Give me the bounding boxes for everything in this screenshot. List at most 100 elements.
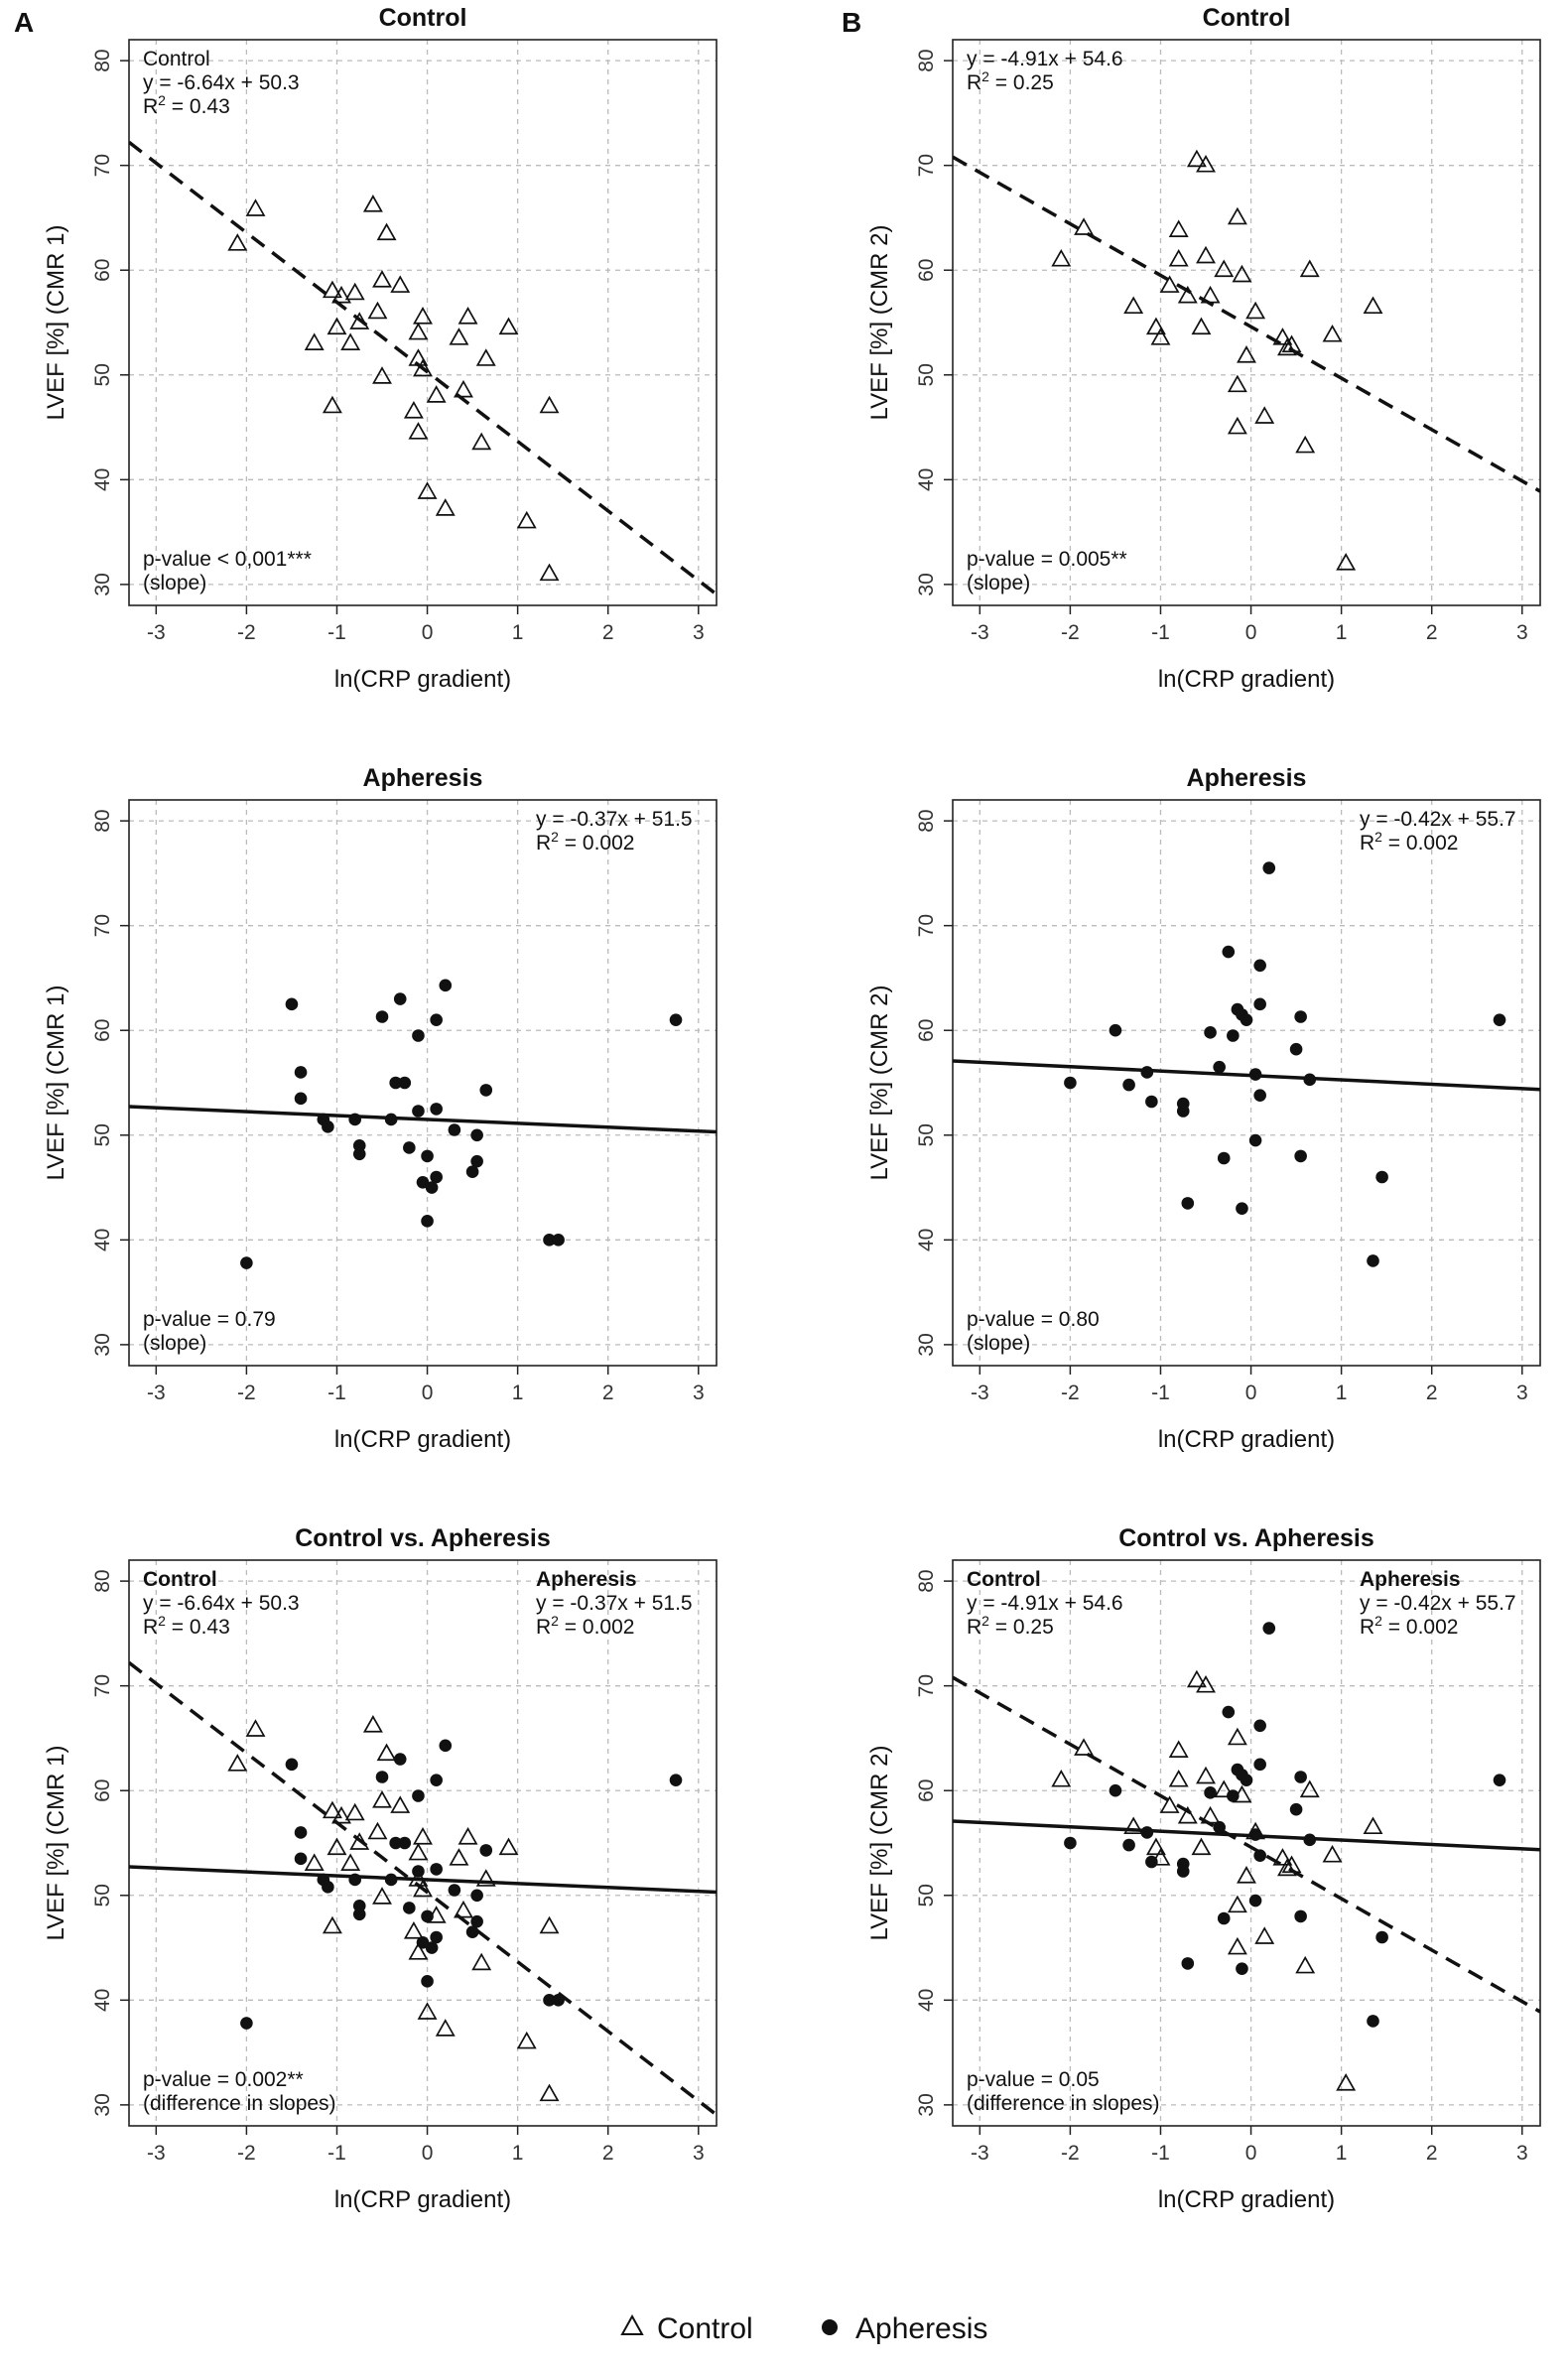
data-point-control	[322, 280, 342, 299]
data-point-apheresis	[1294, 1010, 1307, 1023]
x-tick-label: -2	[1061, 2142, 1080, 2165]
data-point-control	[1336, 553, 1357, 571]
data-point-apheresis	[240, 1256, 253, 1269]
data-point-control	[417, 2002, 438, 2020]
data-point-control	[498, 317, 519, 335]
data-point-control	[1186, 1669, 1207, 1688]
data-point-control	[340, 1853, 361, 1871]
data-point-control	[1281, 334, 1302, 353]
y-axis-label: LVEF [%] (CMR 1)	[43, 1746, 69, 1941]
data-point-control	[408, 322, 429, 340]
x-tick-label: 0	[422, 621, 434, 644]
panel-a2: Apheresis -3 -2 -1 0 1 2 3 30 40 50 60 70 80 ln(CRP gr…	[43, 764, 718, 1453]
annotation-pvalue: p-value = 0.005**	[967, 548, 1127, 571]
data-point-control	[327, 1837, 347, 1856]
data-point-control	[1295, 1955, 1316, 1974]
y-tick-label: 30	[915, 573, 938, 595]
data-point-control	[408, 1942, 429, 1960]
data-point-apheresis	[412, 1789, 425, 1802]
data-point-control	[516, 510, 537, 529]
plot-frame	[128, 1559, 718, 2127]
data-point-apheresis	[1493, 1013, 1506, 1026]
data-point-control	[1196, 1674, 1216, 1693]
y-axis-label: LVEF [%] (CMR 2)	[866, 986, 893, 1181]
y-tick-label: 50	[915, 1123, 938, 1146]
data-point-control	[413, 1879, 433, 1898]
x-tick-label: 2	[602, 621, 614, 644]
annotation-r2: R2 = 0.002	[1360, 829, 1458, 855]
y-tick-label: 40	[915, 1229, 938, 1251]
data-point-control	[1177, 285, 1198, 304]
x-tick-label: 2	[1426, 621, 1438, 644]
x-tick-label: 1	[1336, 621, 1348, 644]
x-tick-label: 2	[1426, 1381, 1438, 1404]
data-point-apheresis	[393, 1753, 407, 1766]
annotation-pvalue: (slope)	[967, 1332, 1030, 1355]
x-tick-label: 1	[512, 2142, 524, 2165]
data-point-apheresis	[439, 979, 453, 992]
annotation-r2: R2 = 0.43	[143, 92, 230, 118]
y-tick-label: 60	[915, 259, 938, 282]
data-point-control	[1336, 2073, 1357, 2091]
x-tick-label: -2	[237, 2142, 256, 2165]
annotation-pvalue: (slope)	[143, 1332, 206, 1355]
y-tick-label: 70	[915, 914, 938, 937]
data-point-control	[327, 317, 347, 335]
data-point-control	[1277, 337, 1297, 356]
annotation-pvalue: p-value = 0.05	[967, 2068, 1100, 2091]
panel-letter-a: A	[14, 7, 34, 38]
data-point-control	[227, 1754, 248, 1772]
data-point-apheresis	[1294, 1771, 1307, 1783]
annotation-pvalue: p-value = 0.79	[143, 1308, 276, 1331]
data-point-control	[1123, 1816, 1144, 1835]
data-point-control	[245, 1719, 266, 1737]
data-point-control	[372, 270, 392, 288]
data-point-control	[413, 306, 433, 325]
data-point-apheresis	[1176, 1865, 1190, 1878]
data-point-apheresis	[465, 1165, 479, 1179]
x-tick-label: -3	[147, 2142, 166, 2165]
x-tick-label: -1	[327, 2142, 346, 2165]
panel-b1: Control -3 -2 -1 0 1 2 3 30 40 50 60 70 80 ln(CRP grad…	[866, 4, 1541, 693]
y-tick-label: 30	[91, 1333, 114, 1356]
legend-label-apheresis: Apheresis	[855, 2312, 987, 2345]
x-tick-label: 0	[422, 2142, 434, 2165]
data-point-control	[435, 2019, 456, 2037]
x-tick-label: 2	[1426, 2142, 1438, 2165]
annotation-control-heading: Control	[143, 1568, 217, 1591]
plot-frame	[952, 1559, 1541, 2127]
y-tick-label: 80	[915, 1569, 938, 1592]
data-point-apheresis	[1204, 1026, 1217, 1039]
data-point-apheresis	[1367, 1254, 1379, 1267]
data-point-control	[367, 1821, 388, 1840]
regression-line-control	[953, 1675, 1540, 2014]
data-point-apheresis	[352, 1147, 366, 1161]
x-tick-label: 3	[1516, 2142, 1528, 2165]
data-point-apheresis	[669, 1013, 683, 1026]
data-point-apheresis	[1262, 1622, 1276, 1635]
data-point-control	[449, 1848, 469, 1866]
data-point-apheresis	[1227, 1029, 1240, 1042]
data-point-control	[1214, 1779, 1235, 1798]
data-point-apheresis	[348, 1873, 361, 1887]
data-point-apheresis	[543, 1994, 556, 2007]
data-point-control	[408, 1842, 429, 1861]
y-tick-label: 30	[915, 1333, 938, 1356]
x-tick-label: -1	[327, 621, 346, 644]
data-point-apheresis	[439, 1739, 453, 1753]
annotation-line: y = -6.64x + 50.3	[143, 1592, 300, 1615]
data-point-control	[1322, 1844, 1343, 1863]
annotation-line: y = -6.64x + 50.3	[143, 71, 300, 94]
data-point-apheresis	[448, 1123, 461, 1136]
x-tick-label: -1	[1151, 1381, 1170, 1404]
annotation-apheresis-heading: Apheresis	[1360, 1568, 1461, 1591]
data-point-control	[1245, 301, 1266, 320]
data-point-apheresis	[1122, 1078, 1135, 1092]
y-tick-label: 80	[91, 1569, 114, 1592]
annotation-line: y = -0.37x + 51.5	[536, 808, 693, 831]
y-tick-label: 40	[91, 1989, 114, 2012]
data-point-apheresis	[421, 1149, 434, 1163]
data-point-control	[475, 348, 496, 366]
